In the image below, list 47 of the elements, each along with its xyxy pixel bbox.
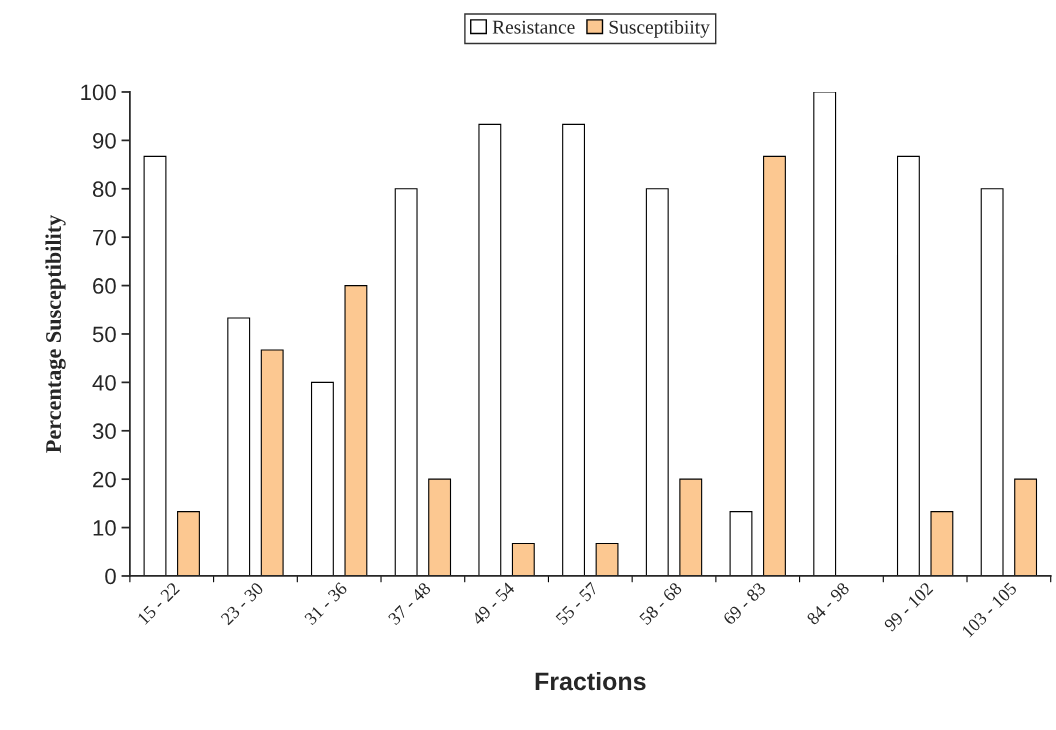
bar — [344, 285, 368, 576]
x-tick-label: 69 - 83 — [722, 581, 767, 626]
x-tick-label: 84 - 98 — [806, 581, 850, 626]
y-tick-label: 10 — [93, 520, 116, 536]
bar — [930, 511, 954, 576]
bar — [645, 188, 669, 576]
x-tick-label: 23 - 30 — [220, 581, 264, 626]
y-tick-label: 80 — [92, 181, 116, 198]
bar — [729, 511, 753, 576]
x-tick-label: 55 - 57 — [555, 581, 599, 626]
bar — [679, 478, 703, 576]
bar — [1014, 478, 1038, 576]
x-tick-label: 49 - 54 — [471, 581, 516, 626]
bar — [511, 542, 535, 576]
y-tick-label: 40 — [92, 374, 116, 391]
y-axis-title: Percentage Susceptibility — [45, 214, 66, 453]
y-tick-label: 60 — [93, 278, 116, 294]
x-tick-label: 31 - 36 — [304, 581, 348, 626]
y-tick-label: 90 — [93, 132, 116, 149]
bar — [562, 123, 585, 576]
bar — [177, 511, 200, 576]
y-tick-label: 70 — [93, 229, 116, 246]
y-tick-label: 30 — [92, 423, 116, 440]
bar — [595, 542, 619, 576]
y-tick-label: 20 — [93, 471, 116, 488]
bar — [813, 91, 837, 576]
bar — [428, 478, 452, 576]
bar — [260, 349, 284, 576]
y-tick-label: 100 — [81, 84, 116, 101]
x-tick-label: 99 - 102 — [883, 581, 934, 632]
y-tick-label: 0 — [105, 568, 116, 585]
bar — [478, 123, 502, 576]
x-axis-title: Fractions — [535, 671, 646, 691]
legend-label: Susceptibiity — [609, 20, 710, 38]
bar — [227, 317, 251, 576]
bar — [394, 188, 418, 576]
x-tick-label: 37 - 48 — [387, 581, 432, 626]
x-tick-label: 58 - 68 — [638, 581, 683, 626]
bar — [143, 155, 167, 576]
bar — [980, 188, 1004, 576]
x-tick-label: 103 - 105 — [961, 581, 1018, 638]
bar — [896, 155, 920, 576]
y-tick-label: 50 — [92, 326, 116, 343]
bar — [763, 155, 786, 576]
legend-label: Resistance — [492, 20, 575, 34]
x-tick-label: 15 - 22 — [137, 581, 181, 625]
bar — [310, 381, 334, 576]
